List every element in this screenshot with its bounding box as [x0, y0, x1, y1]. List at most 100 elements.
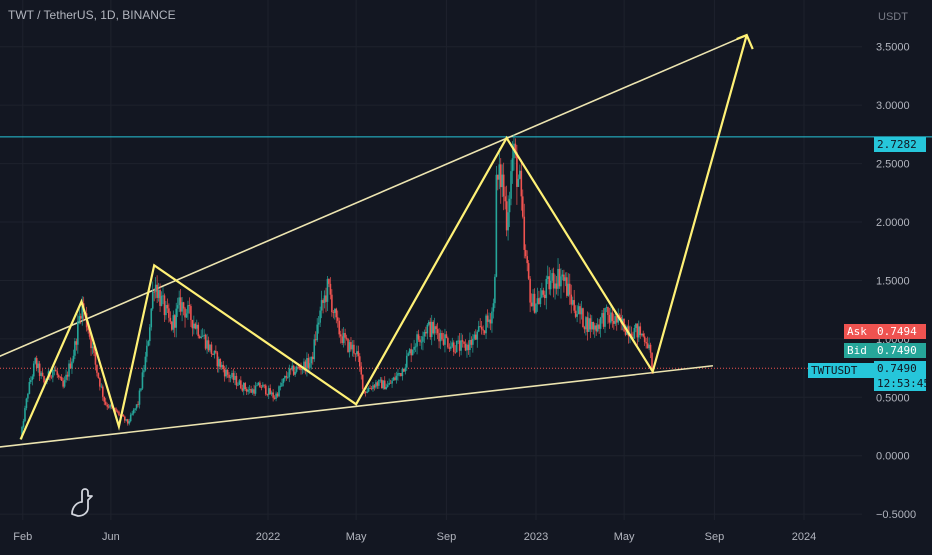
- candle-body: [232, 372, 235, 380]
- candle-body: [410, 349, 412, 356]
- candle-body: [77, 321, 79, 345]
- trendline-lower: [0, 364, 714, 448]
- candle-body: [322, 300, 324, 303]
- candle-body: [532, 293, 534, 307]
- candle-body: [292, 365, 295, 375]
- candle-body: [451, 342, 454, 347]
- candle-body: [557, 268, 559, 289]
- candle-body: [499, 164, 502, 188]
- candle-body: [454, 351, 457, 353]
- candle-body: [639, 326, 642, 336]
- candle-body: [483, 330, 486, 334]
- candle-body: [162, 295, 164, 297]
- ask-label-tag: Ask: [844, 324, 874, 339]
- candle-body: [307, 358, 310, 368]
- candle-body: [27, 393, 29, 399]
- candle-body: [579, 306, 581, 315]
- candle-body: [599, 317, 602, 329]
- candle-body: [218, 358, 220, 367]
- bid-label-tag: Bid: [844, 343, 874, 358]
- candle-body: [361, 374, 364, 389]
- candle-body: [301, 368, 304, 371]
- candle-body: [544, 294, 546, 299]
- candle-body: [480, 326, 483, 330]
- candle-body: [367, 388, 370, 392]
- candle-body: [495, 174, 498, 277]
- candle-body: [601, 313, 603, 318]
- candle-body: [541, 290, 543, 298]
- candle-body: [555, 283, 558, 289]
- candle-body: [138, 390, 141, 405]
- candle-body: [93, 346, 95, 353]
- candle-body: [389, 382, 392, 384]
- candle-body: [341, 336, 343, 344]
- candle-body: [521, 196, 524, 217]
- candle-body: [38, 363, 41, 376]
- candle-body: [420, 341, 423, 343]
- candle-body: [372, 385, 374, 390]
- candle-body: [560, 276, 562, 287]
- candle-body: [229, 377, 232, 378]
- candle-body: [197, 324, 200, 337]
- candle-body: [278, 386, 280, 397]
- candle-body: [482, 329, 484, 331]
- candle-body: [247, 390, 249, 392]
- candle-body: [28, 381, 31, 394]
- candle-body: [519, 170, 521, 179]
- candle-body: [457, 340, 459, 342]
- candle-body: [316, 324, 318, 341]
- y-tick-label: 0.0000: [876, 451, 910, 463]
- candle-body: [329, 283, 332, 295]
- candle-body: [165, 305, 167, 316]
- candle-body: [125, 419, 128, 421]
- candle-body: [41, 372, 44, 377]
- candle-body: [228, 374, 230, 378]
- candle-body: [463, 341, 465, 344]
- candle-body: [141, 372, 144, 389]
- candle-body: [425, 332, 427, 334]
- candle-body: [282, 378, 285, 383]
- candle-body: [441, 333, 443, 340]
- candle-body: [154, 284, 157, 292]
- bid-price-tag: 0.7490: [874, 343, 926, 358]
- candle-body: [370, 388, 373, 390]
- candle-body: [134, 408, 136, 410]
- candle-body: [351, 344, 354, 350]
- x-tick-label: Sep: [705, 531, 725, 543]
- candle-body: [90, 336, 92, 349]
- candle-body: [571, 300, 574, 305]
- candle-body: [106, 404, 108, 407]
- candle-body: [405, 355, 408, 368]
- candle-body: [311, 356, 314, 360]
- candle-body: [281, 382, 283, 387]
- candle-body: [195, 324, 198, 329]
- candle-body: [422, 336, 424, 342]
- candle-body: [109, 404, 111, 408]
- candle-body: [267, 388, 270, 396]
- candle-body: [407, 353, 410, 356]
- candle-body: [273, 397, 276, 399]
- candle-body: [636, 323, 639, 338]
- y-tick-label: 0.5000: [876, 392, 910, 404]
- candle-body: [520, 170, 523, 197]
- candle-body: [256, 385, 258, 387]
- candle-body: [231, 372, 233, 378]
- last-price-tag: 0.7490: [874, 361, 926, 376]
- candle-body: [613, 320, 615, 324]
- candle-body: [416, 334, 418, 347]
- candle-body: [566, 277, 568, 296]
- candle-body: [309, 363, 311, 368]
- candle-body: [637, 326, 640, 338]
- candle-body: [88, 330, 91, 337]
- candle-body: [198, 336, 201, 338]
- candle-body: [376, 382, 379, 386]
- candle-body: [210, 344, 213, 354]
- candle-body: [423, 332, 426, 337]
- candle-body: [262, 384, 264, 388]
- y-tick-label: 2.0000: [876, 217, 910, 229]
- candle-body: [491, 311, 493, 324]
- candle-body: [526, 256, 528, 264]
- candle-body: [635, 323, 637, 329]
